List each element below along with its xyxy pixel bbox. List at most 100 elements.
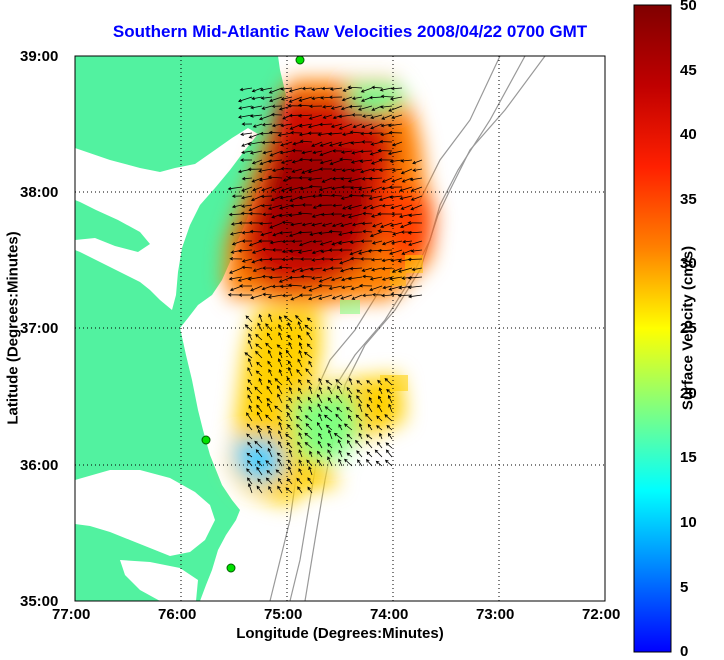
velocity-arrow	[368, 131, 383, 136]
velocity-arrow	[268, 313, 273, 323]
velocity-arrow	[338, 458, 343, 467]
southern-sound-water	[120, 560, 198, 601]
velocity-arrow	[250, 285, 263, 292]
velocity-arrow	[309, 450, 313, 458]
velocity-arrow	[328, 132, 343, 136]
velocity-arrow	[308, 360, 313, 368]
velocity-arrow	[247, 477, 253, 485]
velocity-arrow	[287, 283, 303, 288]
velocity-arrow	[391, 114, 403, 120]
velocity-arrow	[285, 349, 293, 359]
velocity-arrow	[370, 213, 383, 218]
velocity-arrow	[397, 293, 413, 298]
velocity-arrow	[366, 451, 373, 458]
velocity-arrow	[255, 425, 263, 431]
velocity-arrow	[248, 211, 263, 216]
velocity-arrow	[248, 404, 253, 413]
velocity-arrow	[318, 432, 323, 440]
velocity-arrow	[271, 140, 283, 145]
velocity-arrow	[319, 141, 333, 147]
velocity-arrow	[247, 276, 263, 281]
velocity-arrow	[252, 123, 263, 128]
velocity-arrow	[329, 87, 343, 91]
velocity-arrow	[255, 449, 263, 458]
velocity-arrow	[366, 389, 373, 395]
velocity-arrow	[247, 167, 263, 172]
velocity-arrow	[389, 276, 403, 281]
velocity-arrow	[410, 186, 423, 192]
velocity-arrow	[259, 87, 273, 92]
velocity-arrow	[385, 449, 393, 458]
velocity-arrow	[305, 423, 313, 431]
velocity-arrow	[298, 379, 303, 386]
velocity-arrow	[307, 168, 323, 174]
velocity-arrow	[370, 123, 383, 130]
velocity-arrow	[408, 294, 423, 299]
velocity-arrow	[258, 239, 273, 243]
velocity-arrow	[311, 276, 323, 280]
velocity-arrow	[278, 421, 283, 431]
velocity-arrow	[262, 150, 273, 155]
velocity-arrow	[318, 193, 333, 197]
velocity-arrow	[328, 95, 343, 100]
velocity-arrow	[378, 195, 393, 202]
velocity-arrow	[256, 466, 263, 476]
velocity-arrow	[357, 459, 363, 467]
velocity-arrow	[370, 257, 383, 262]
velocity-arrow	[358, 422, 363, 431]
velocity-arrow	[301, 86, 313, 91]
velocity-arrow	[331, 222, 343, 228]
velocity-arrow	[412, 159, 423, 165]
velocity-arrow	[299, 267, 313, 273]
velocity-arrow	[268, 275, 283, 280]
velocity-arrow	[350, 168, 363, 173]
velocity-arrow	[380, 94, 393, 99]
velocity-arrow	[348, 230, 363, 235]
velocity-arrow	[316, 459, 323, 467]
velocity-arrow	[381, 258, 393, 263]
velocity-arrow	[365, 434, 373, 440]
velocity-arrow	[280, 159, 293, 164]
velocity-arrow	[249, 150, 263, 155]
velocity-arrow	[407, 276, 423, 280]
velocity-arrow	[271, 104, 283, 109]
velocity-arrow	[400, 159, 413, 163]
velocity-arrow	[306, 317, 313, 323]
velocity-arrow	[376, 415, 383, 422]
velocity-arrow	[246, 452, 253, 458]
velocity-arrow	[278, 368, 283, 377]
velocity-arrow	[295, 415, 303, 422]
velocity-arrow	[237, 276, 253, 282]
velocity-arrow	[241, 150, 253, 155]
velocity-arrow	[298, 387, 303, 395]
x-tick-label: 73:00	[476, 606, 515, 623]
velocity-arrow	[381, 177, 393, 183]
velocity-arrow	[276, 344, 283, 350]
velocity-arrow	[268, 130, 283, 135]
velocity-arrow	[296, 369, 303, 377]
velocity-arrow	[289, 249, 303, 253]
x-tick-label: 72:00	[582, 606, 621, 623]
velocity-arrow	[262, 292, 273, 297]
velocity-arrow	[278, 331, 283, 341]
velocity-arrow	[245, 315, 253, 323]
velocity-arrow	[340, 222, 353, 228]
velocity-arrow	[358, 403, 363, 413]
velocity-arrow	[321, 86, 333, 91]
velocity-arrow	[362, 229, 373, 234]
velocity-arrow	[316, 393, 323, 404]
velocity-arrow	[341, 213, 353, 218]
velocity-arrow	[278, 315, 283, 323]
velocity-arrow	[291, 148, 303, 153]
velocity-arrow	[318, 294, 333, 300]
velocity-arrow	[346, 452, 353, 458]
velocity-arrow	[327, 456, 333, 467]
velocity-arrow	[288, 275, 303, 280]
velocity-arrow	[296, 477, 303, 485]
velocity-arrow	[269, 240, 283, 245]
velocity-arrow	[266, 425, 273, 431]
velocity-arrow	[377, 248, 393, 253]
velocity-arrow	[268, 429, 273, 440]
velocity-arrow	[278, 231, 293, 235]
velocity-arrow	[239, 87, 253, 92]
